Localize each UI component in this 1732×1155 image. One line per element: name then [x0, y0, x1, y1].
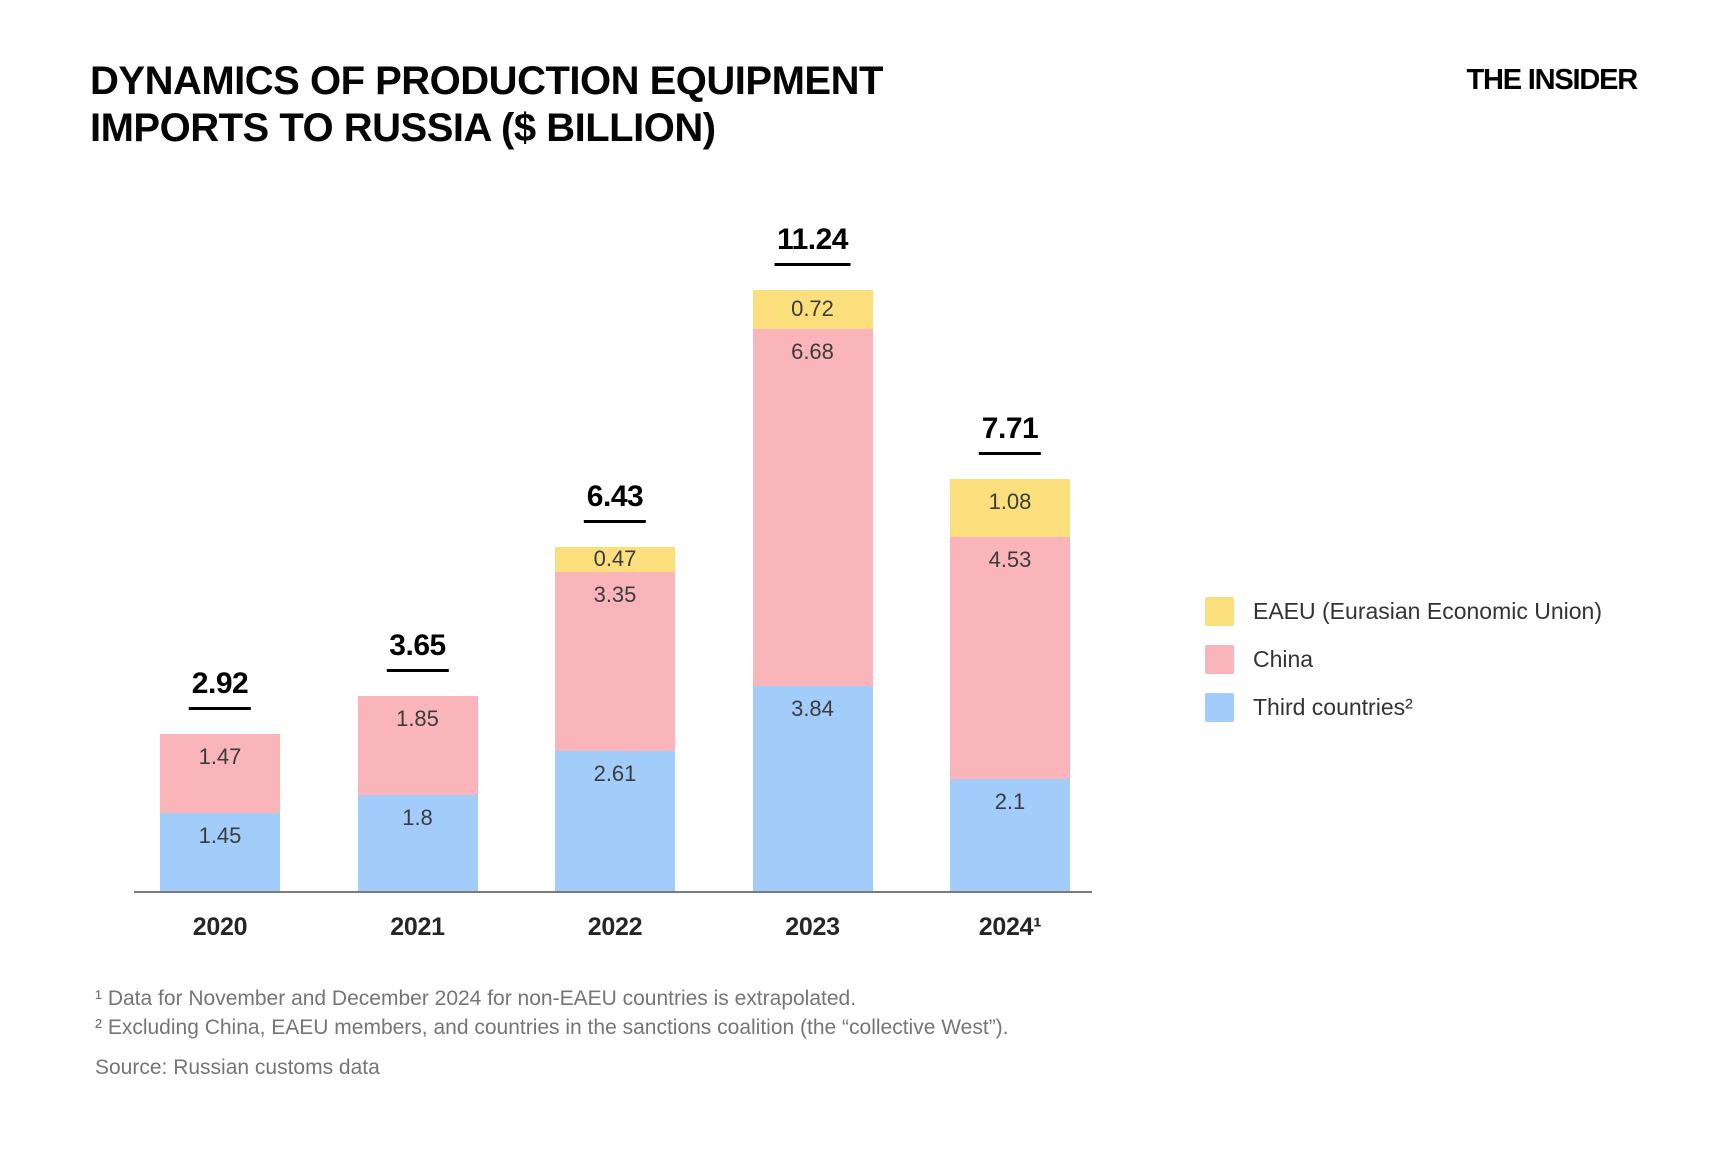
segment-value: 4.53 — [988, 547, 1032, 572]
legend-item-third-countries: Third countries² — [1205, 693, 1602, 722]
legend-label-eaeu: EAEU (Eurasian Economic Union) — [1253, 598, 1602, 624]
legend: EAEU (Eurasian Economic Union) China Thi… — [1205, 597, 1602, 722]
legend-label-china: China — [1253, 646, 1314, 672]
legend-swatch-china — [1205, 645, 1234, 674]
category-label: 2021 — [390, 913, 445, 941]
total-value: 6.43 — [583, 480, 647, 523]
category-label: 2020 — [192, 913, 248, 941]
segment-third-countries: 2.61 — [555, 751, 675, 891]
category-label: 2024¹ — [978, 913, 1042, 941]
segment-third-countries: 1.8 — [357, 795, 478, 891]
legend-swatch-eaeu — [1205, 597, 1234, 626]
title-line-1: DYNAMICS OF PRODUCTION EQUIPMENT — [90, 59, 883, 103]
bar-2020: 1.45 1.47 — [160, 734, 280, 891]
x-axis-line — [134, 891, 1092, 893]
legend-label-third-countries: Third countries² — [1253, 694, 1413, 720]
segment-china: 6.68 — [752, 329, 873, 686]
segment-china: 1.47 — [160, 734, 280, 813]
bar-2022: 2.61 3.35 0.47 — [555, 545, 675, 891]
page-title: DYNAMICS OF PRODUCTION EQUIPMENT IMPORTS… — [90, 58, 883, 152]
segment-third-countries: 3.84 — [752, 686, 873, 891]
total-value: 2.92 — [188, 667, 252, 710]
legend-item-eaeu: EAEU (Eurasian Economic Union) — [1205, 597, 1602, 626]
bar-2023: 3.84 6.68 0.72 — [752, 290, 873, 891]
segment-value: 1.47 — [198, 744, 242, 769]
total-label: 2.92 — [188, 667, 252, 710]
segment-china: 3.35 — [555, 572, 675, 751]
segment-value: 0.72 — [791, 295, 834, 321]
source-note: Source: Russian customs data — [95, 1056, 380, 1079]
segment-third-countries: 1.45 — [160, 813, 280, 891]
total-label: 7.71 — [978, 412, 1042, 455]
segment-third-countries: 2.1 — [950, 779, 1070, 891]
total-label: 3.65 — [386, 629, 449, 672]
segment-value: 2.1 — [994, 789, 1026, 814]
plot-area: 1.45 1.47 2.92 2020 1.8 1.85 3.65 2021 2.61 3.35 0… — [134, 200, 1092, 941]
total-value: 11.24 — [774, 223, 851, 266]
bar-2024: 2.1 4.53 1.08 — [950, 479, 1070, 891]
segment-value: 1.8 — [402, 805, 433, 830]
segment-value: 1.85 — [396, 706, 439, 731]
bar-2021: 1.8 1.85 — [357, 696, 478, 891]
segment-eaeu: 0.47 — [555, 545, 675, 572]
total-value: 7.71 — [978, 412, 1042, 455]
category-label: 2023 — [785, 913, 840, 941]
total-value: 3.65 — [386, 629, 449, 672]
segment-value: 3.35 — [593, 582, 637, 607]
total-label: 11.24 — [774, 223, 851, 266]
segment-china: 1.85 — [357, 696, 478, 795]
legend-item-china: China — [1205, 645, 1602, 674]
brand-logo: THE INSIDER — [1466, 64, 1639, 96]
segment-value: 0.47 — [593, 545, 637, 571]
footnote-2: ² Excluding China, EAEU members, and cou… — [95, 1016, 1009, 1039]
category-label: 2022 — [587, 913, 643, 941]
segment-eaeu: 1.08 — [950, 479, 1070, 537]
segment-value: 2.61 — [593, 761, 637, 786]
legend-swatch-third-countries — [1205, 693, 1234, 722]
segment-value: 1.45 — [198, 823, 242, 848]
segment-value: 3.84 — [791, 696, 834, 721]
total-label: 6.43 — [583, 480, 647, 523]
segment-eaeu: 0.72 — [752, 290, 873, 329]
segment-value: 6.68 — [791, 339, 834, 364]
footnote-1: ¹ Data for November and December 2024 fo… — [95, 987, 857, 1010]
title-line-2: IMPORTS TO RUSSIA ($ BILLION) — [90, 106, 716, 150]
segment-value: 1.08 — [988, 489, 1032, 514]
footnotes: ¹ Data for November and December 2024 fo… — [95, 984, 1009, 1082]
segment-china: 4.53 — [950, 537, 1070, 779]
